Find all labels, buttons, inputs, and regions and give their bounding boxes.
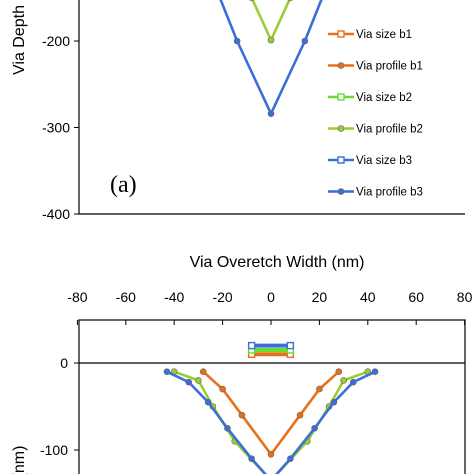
data-point [371,368,379,376]
series-via-profile-b1 [199,368,343,458]
data-point [195,377,202,384]
data-point [248,455,255,463]
series-via-size-b1 [247,350,295,358]
series-line [202,370,340,456]
data-point [247,341,256,350]
data-point [224,424,231,432]
series-line [173,370,369,474]
legend-entry-via-profile-b2: Via profile b2 [328,124,423,136]
legend-entry-via-size-b3: Via size b3 [328,155,412,167]
panel-b-plot-frame [78,319,466,474]
legend-label: Via profile b3 [356,187,423,199]
panel-b-y-axis-label: (nm) [11,446,28,474]
data-point [267,451,275,458]
panel-b-x-tick-label: 0 [267,289,275,305]
panel-a-y-tick-label: -200 [42,33,70,49]
panel-b-series [163,341,379,474]
data-point [249,0,255,2]
legend-entry-via-size-b2: Via size b2 [328,92,412,104]
panel-a-y-tick-label: -300 [42,120,70,136]
data-point [287,0,293,2]
data-point [219,385,226,393]
panel-b: Via Overetch Width (nm) -80 -60 -40 -20 0 20 4… [11,254,473,474]
legend-label: Via size b3 [356,155,412,167]
panel-b-x-tick-label: -20 [212,289,232,305]
legend-entry-via-profile-b3: Via profile b3 [328,187,423,199]
data-point [296,411,304,419]
legend-swatch-marker [337,93,345,101]
series-line [219,0,323,115]
panel-a: Via Depth -200-300-400 (a) Via size b1Vi… [11,0,465,222]
data-point [340,377,347,384]
panel-b-x-tick-label: 60 [408,289,424,305]
panel-a-y-axis-label: Via Depth [11,5,28,75]
series-via-profile-b2 [249,0,293,44]
legend-label: Via profile b2 [356,124,423,136]
series-via-size-b2 [247,346,295,354]
data-point [286,341,295,350]
panel-b-y-tick-label: 0 [60,355,68,371]
series-via-profile-b3 [163,368,379,474]
data-point [204,398,212,406]
data-point [301,37,309,45]
panel-b-x-tick-label: -40 [164,289,184,305]
legend-swatch-marker [337,30,345,38]
panel-b-x-axis-label: Via Overetch Width (nm) [190,254,365,271]
legend-entry-via-profile-b1: Via profile b1 [328,61,423,73]
series-via-profile-b2 [170,368,372,474]
legend-swatch-marker [337,156,345,164]
panel-a-y-tick-label: -400 [42,206,70,222]
legend-label: Via size b2 [356,92,412,104]
legend-entry-via-size-b1: Via size b1 [328,29,412,41]
data-point [163,368,171,376]
data-point [287,455,294,463]
data-point [233,37,241,45]
panel-a-y-ticks: -200 -300 -400 [42,33,79,222]
data-point [349,378,357,386]
series-line [166,370,376,474]
legend-label: Via size b1 [356,29,412,41]
panel-b-x-tick-label: -60 [116,289,136,305]
data-point [185,378,193,386]
panel-a-series [219,0,323,117]
series-line [251,0,291,42]
data-point [267,36,275,44]
panel-b-x-tick-label: 80 [457,289,473,305]
legend-swatch-marker [337,62,345,69]
series-via-size-b3 [247,341,295,350]
panel-b-x-ticks: -80 -60 -40 -20 0 20 40 60 80 [67,289,473,325]
legend-swatch-marker [337,188,345,195]
data-point [335,368,343,376]
panel-b-x-tick-label: 40 [360,289,376,305]
legend-swatch-marker [337,125,345,132]
panel-b-x-tick-label: -80 [67,289,87,305]
panel-a-tag: (a) [110,172,137,198]
legend-label: Via profile b1 [356,61,423,73]
panel-b-y-tick-label: -100 [40,442,68,458]
data-point [330,398,338,406]
data-point [238,411,246,419]
series-via-profile-b3 [219,0,323,117]
panel-b-x-tick-label: 20 [312,289,328,305]
panel-b-y-ticks: 0 -100 [40,355,79,458]
panel-a-legend: Via size b1 Via profile b1 Via size b2 Via … [328,29,423,199]
data-point [311,424,318,432]
data-point [316,385,323,393]
data-point [267,110,275,117]
data-point [199,368,207,376]
